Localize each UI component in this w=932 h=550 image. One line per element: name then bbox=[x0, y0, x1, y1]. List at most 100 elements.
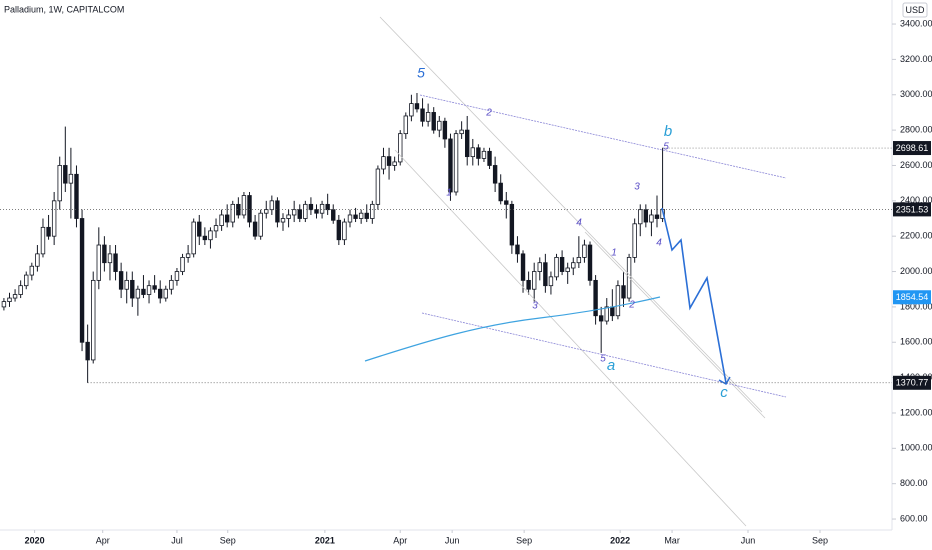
y-tick-label: 2200.00 bbox=[900, 231, 932, 241]
trend-line bbox=[584, 231, 766, 419]
candle-body bbox=[191, 221, 196, 255]
chart-title: Palladium, 1W, CAPITALCOM bbox=[4, 4, 124, 14]
candle-body bbox=[325, 203, 330, 211]
wave-label: 1 bbox=[446, 188, 452, 199]
candle-body bbox=[291, 209, 297, 216]
price-tag bbox=[893, 141, 931, 156]
x-tick-label: Jun bbox=[741, 535, 756, 545]
candle-body bbox=[531, 271, 537, 290]
candle-body bbox=[247, 195, 252, 223]
candle-body bbox=[197, 221, 202, 237]
candle-body bbox=[604, 306, 609, 322]
wave-label: 4 bbox=[576, 218, 582, 229]
candle-body bbox=[163, 288, 168, 299]
wave-label: b bbox=[664, 123, 672, 140]
x-tick-label: 2021 bbox=[315, 535, 335, 545]
candle-body bbox=[582, 244, 587, 258]
candle-body bbox=[241, 195, 247, 216]
candle-body bbox=[107, 253, 113, 264]
y-tick-label: 2400.00 bbox=[900, 195, 932, 205]
candle-body bbox=[425, 112, 431, 122]
wave-labels: 5 2 1 3 4 3 1 2 5 a b 5 4 c bbox=[417, 65, 728, 401]
x-tick-label: 2022 bbox=[610, 535, 630, 545]
x-tick-label: Apr bbox=[96, 535, 110, 545]
candle-body bbox=[331, 209, 336, 221]
candle-body bbox=[375, 168, 381, 205]
candle-body bbox=[398, 133, 403, 163]
wave-label: 4 bbox=[656, 238, 662, 249]
candle-body bbox=[230, 203, 235, 223]
candle-body bbox=[370, 203, 375, 219]
candle-body bbox=[504, 200, 509, 205]
currency-box bbox=[902, 2, 928, 18]
candle-body bbox=[515, 244, 520, 255]
candle-body bbox=[297, 209, 302, 219]
candle-body bbox=[509, 203, 515, 246]
candle-body bbox=[79, 218, 85, 343]
candle-body bbox=[96, 244, 102, 281]
price-tag-label: 2698.61 bbox=[896, 143, 929, 153]
y-tick-label: 1600.00 bbox=[900, 337, 932, 347]
candle-body bbox=[481, 150, 487, 159]
candle-body bbox=[275, 200, 280, 223]
candle-body bbox=[336, 219, 342, 241]
candle-body bbox=[35, 253, 40, 267]
candle-body bbox=[141, 288, 146, 295]
candle-body bbox=[7, 297, 12, 302]
candle-body bbox=[342, 221, 347, 241]
candle-body bbox=[465, 129, 470, 158]
x-tick-label: Sep bbox=[220, 535, 236, 545]
candle-body bbox=[169, 279, 174, 290]
candle-body bbox=[1, 301, 7, 308]
y-tick-label: 1200.00 bbox=[900, 407, 932, 417]
candle-body bbox=[18, 285, 23, 295]
candle-body bbox=[649, 214, 654, 223]
candle-body bbox=[403, 115, 409, 135]
candle-body bbox=[152, 285, 157, 290]
candle-body bbox=[130, 279, 135, 299]
price-tag bbox=[893, 202, 931, 217]
wave-label: 3 bbox=[532, 301, 538, 312]
candle-body bbox=[554, 256, 559, 278]
trend-line bbox=[394, 149, 747, 527]
price-tag bbox=[893, 290, 931, 305]
currency: USD bbox=[905, 5, 925, 15]
candle-body bbox=[476, 147, 481, 159]
candle-body bbox=[414, 103, 420, 110]
candle-body bbox=[437, 120, 442, 131]
candle-body bbox=[654, 214, 660, 219]
candle-body bbox=[224, 214, 230, 223]
candle-body bbox=[113, 253, 118, 272]
y-tick-label: 2000.00 bbox=[900, 266, 932, 276]
candle-body bbox=[442, 120, 448, 140]
y-tick-label: 3400.00 bbox=[900, 18, 932, 28]
candle-body bbox=[146, 285, 152, 295]
candle-body bbox=[12, 294, 18, 299]
candle-body bbox=[63, 165, 68, 184]
candle-body bbox=[124, 279, 129, 290]
candle-body bbox=[492, 165, 498, 184]
candle-body bbox=[68, 173, 74, 184]
y-tick-label: 600.00 bbox=[900, 513, 928, 523]
candle-body bbox=[24, 274, 29, 287]
candle-body bbox=[118, 271, 124, 290]
wave-label: 2 bbox=[485, 108, 492, 119]
price-tag bbox=[893, 375, 931, 390]
projection-arrow bbox=[718, 376, 731, 385]
candle-body bbox=[565, 267, 570, 272]
x-tick-label: Sep bbox=[516, 535, 532, 545]
candle-body bbox=[598, 315, 604, 322]
wave-label: 2 bbox=[628, 300, 635, 311]
candle-body bbox=[487, 150, 492, 166]
candle-body bbox=[537, 262, 542, 272]
candle-body bbox=[57, 165, 62, 202]
channel-line bbox=[421, 312, 787, 398]
candle-body bbox=[252, 221, 258, 237]
candle-body bbox=[202, 235, 208, 241]
candle-body bbox=[470, 147, 475, 158]
candle-body bbox=[158, 288, 163, 299]
price-tag-label: 1854.54 bbox=[896, 292, 929, 302]
x-tick-label: Mar bbox=[664, 535, 680, 545]
candle-body bbox=[526, 279, 531, 290]
candle-body bbox=[280, 218, 286, 223]
